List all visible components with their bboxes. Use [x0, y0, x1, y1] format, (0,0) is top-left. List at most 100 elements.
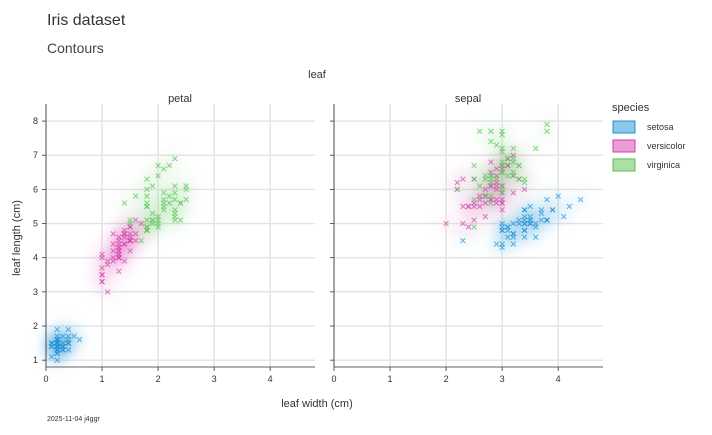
point-setosa: [71, 333, 77, 340]
point-versicolor: [110, 231, 117, 237]
legend-label-versicolor: versicolor: [647, 141, 686, 151]
point-setosa: [521, 234, 528, 240]
point-virginica: [172, 190, 178, 196]
point-setosa: [521, 207, 528, 213]
point-virginica: [160, 166, 167, 172]
point-setosa: [54, 357, 60, 363]
legend: species setosa versicolor virginica: [612, 102, 686, 172]
point-virginica: [532, 145, 539, 152]
y-tick-label: 2: [33, 321, 38, 331]
point-setosa: [48, 353, 55, 360]
point-virginica: [544, 128, 550, 135]
point-virginica: [160, 190, 167, 196]
point-virginica: [144, 227, 150, 234]
x-tick-label: 4: [268, 374, 273, 384]
point-versicolor: [465, 224, 472, 230]
point-versicolor: [460, 220, 466, 227]
point-setosa: [527, 203, 533, 210]
point-versicolor: [110, 248, 117, 254]
facet-title: leaf: [308, 69, 327, 81]
point-versicolor: [482, 186, 489, 193]
legend-label-setosa: setosa: [647, 122, 674, 132]
point-virginica: [516, 176, 522, 182]
point-virginica: [121, 200, 128, 206]
point-versicolor: [476, 193, 483, 200]
point-virginica: [144, 176, 150, 182]
point-virginica: [454, 186, 461, 193]
chart-subtitle: Contours: [47, 40, 104, 56]
point-virginica: [521, 179, 528, 186]
point-virginica: [166, 200, 173, 206]
point-virginica: [132, 193, 139, 200]
point-setosa: [65, 347, 72, 353]
point-setosa: [510, 220, 517, 227]
point-virginica: [172, 207, 178, 213]
point-virginica: [144, 193, 150, 200]
point-versicolor: [482, 200, 489, 206]
point-virginica: [144, 186, 150, 193]
point-virginica: [499, 145, 505, 152]
point-virginica: [166, 193, 173, 200]
point-setosa: [493, 241, 500, 247]
point-versicolor: [521, 186, 528, 193]
point-virginica: [172, 183, 178, 189]
point-versicolor: [110, 254, 117, 261]
point-virginica: [488, 128, 494, 135]
point-versicolor: [116, 244, 122, 251]
point-virginica: [504, 172, 511, 179]
point-setosa: [499, 220, 505, 227]
point-virginica: [499, 190, 505, 196]
point-virginica: [493, 176, 500, 182]
point-virginica: [471, 224, 477, 230]
point-virginica: [183, 196, 189, 203]
point-versicolor: [476, 203, 483, 210]
point-versicolor: [116, 268, 122, 275]
point-virginica: [138, 237, 145, 244]
point-virginica: [166, 162, 173, 169]
point-versicolor: [132, 237, 139, 244]
point-virginica: [504, 155, 511, 162]
point-versicolor: [127, 237, 133, 244]
point-virginica: [471, 196, 477, 203]
point-virginica: [172, 213, 178, 220]
point-virginica: [499, 169, 505, 176]
panel-title-sepal: sepal: [455, 93, 481, 105]
point-setosa: [504, 234, 511, 240]
point-virginica: [471, 176, 477, 182]
point-virginica: [177, 200, 184, 206]
point-virginica: [510, 145, 517, 152]
point-versicolor: [460, 176, 466, 182]
legend-swatch-versicolor: [612, 139, 636, 153]
point-versicolor: [121, 227, 128, 234]
point-virginica: [155, 224, 161, 230]
point-setosa: [549, 207, 556, 213]
point-virginica: [177, 217, 184, 223]
point-setosa: [544, 217, 550, 223]
x-tick-label: 3: [500, 374, 505, 384]
point-setosa: [560, 213, 567, 220]
point-virginica: [544, 121, 550, 128]
y-tick-label: 6: [33, 184, 38, 194]
point-versicolor: [99, 271, 105, 278]
point-setosa: [460, 237, 466, 244]
point-setosa: [538, 210, 545, 217]
point-virginica: [160, 207, 167, 213]
point-virginica: [488, 193, 494, 200]
point-virginica: [476, 128, 483, 135]
point-versicolor: [121, 241, 128, 247]
point-setosa: [521, 227, 528, 234]
x-axis-label: leaf width (cm): [281, 398, 353, 410]
point-versicolor: [104, 289, 111, 295]
point-setosa: [538, 217, 545, 223]
point-versicolor: [482, 213, 489, 220]
point-setosa: [510, 234, 517, 240]
point-virginica: [160, 200, 167, 206]
point-versicolor: [510, 190, 517, 196]
panel-title-petal: petal: [168, 93, 192, 105]
point-versicolor: [488, 159, 494, 165]
grid-petal: [45, 104, 315, 367]
point-virginica: [488, 138, 494, 145]
point-setosa: [527, 213, 533, 220]
point-virginica: [504, 162, 511, 169]
point-versicolor: [132, 231, 139, 237]
